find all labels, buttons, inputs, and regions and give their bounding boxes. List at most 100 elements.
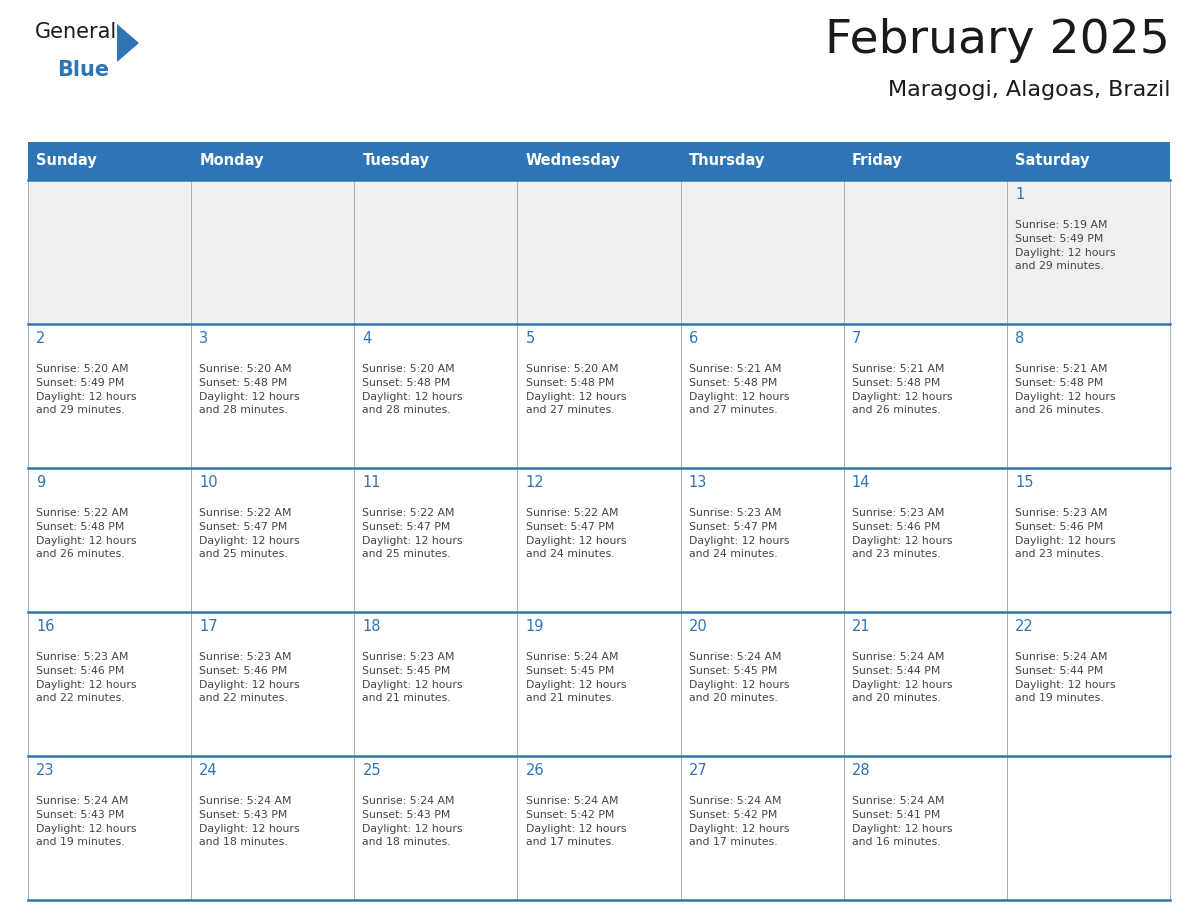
Text: 19: 19 — [525, 620, 544, 634]
Text: Sunrise: 5:24 AM
Sunset: 5:45 PM
Daylight: 12 hours
and 20 minutes.: Sunrise: 5:24 AM Sunset: 5:45 PM Dayligh… — [689, 653, 789, 703]
Bar — [518, 142, 681, 180]
Bar — [191, 324, 354, 468]
Text: 15: 15 — [1015, 476, 1034, 490]
Text: Wednesday: Wednesday — [525, 153, 620, 169]
Text: Friday: Friday — [852, 153, 903, 169]
Text: February 2025: February 2025 — [826, 18, 1170, 63]
Text: Sunrise: 5:22 AM
Sunset: 5:47 PM
Daylight: 12 hours
and 24 minutes.: Sunrise: 5:22 AM Sunset: 5:47 PM Dayligh… — [525, 509, 626, 559]
Text: Sunrise: 5:22 AM
Sunset: 5:47 PM
Daylight: 12 hours
and 25 minutes.: Sunrise: 5:22 AM Sunset: 5:47 PM Dayligh… — [362, 509, 463, 559]
Text: 21: 21 — [852, 620, 871, 634]
Text: Sunrise: 5:24 AM
Sunset: 5:42 PM
Daylight: 12 hours
and 17 minutes.: Sunrise: 5:24 AM Sunset: 5:42 PM Dayligh… — [525, 796, 626, 847]
Text: Monday: Monday — [200, 153, 264, 169]
Bar — [518, 324, 681, 468]
Bar — [354, 180, 518, 324]
Text: Sunrise: 5:24 AM
Sunset: 5:43 PM
Daylight: 12 hours
and 18 minutes.: Sunrise: 5:24 AM Sunset: 5:43 PM Dayligh… — [362, 796, 463, 847]
Text: Sunrise: 5:23 AM
Sunset: 5:46 PM
Daylight: 12 hours
and 23 minutes.: Sunrise: 5:23 AM Sunset: 5:46 PM Dayligh… — [1015, 509, 1116, 559]
Bar — [518, 756, 681, 900]
Text: 10: 10 — [200, 476, 217, 490]
Bar — [29, 142, 191, 180]
Text: Sunrise: 5:20 AM
Sunset: 5:48 PM
Daylight: 12 hours
and 27 minutes.: Sunrise: 5:20 AM Sunset: 5:48 PM Dayligh… — [525, 364, 626, 415]
Text: 22: 22 — [1015, 620, 1034, 634]
Bar — [681, 756, 843, 900]
Text: Blue: Blue — [57, 60, 109, 80]
Text: Sunrise: 5:24 AM
Sunset: 5:42 PM
Daylight: 12 hours
and 17 minutes.: Sunrise: 5:24 AM Sunset: 5:42 PM Dayligh… — [689, 796, 789, 847]
Bar — [681, 468, 843, 612]
Bar — [29, 324, 191, 468]
Bar — [843, 180, 1007, 324]
Text: Sunrise: 5:24 AM
Sunset: 5:45 PM
Daylight: 12 hours
and 21 minutes.: Sunrise: 5:24 AM Sunset: 5:45 PM Dayligh… — [525, 653, 626, 703]
Text: 13: 13 — [689, 476, 707, 490]
Text: 16: 16 — [36, 620, 55, 634]
Text: 24: 24 — [200, 763, 217, 778]
Text: Sunday: Sunday — [36, 153, 97, 169]
Bar — [1007, 142, 1170, 180]
Bar — [354, 142, 518, 180]
Text: 26: 26 — [525, 763, 544, 778]
Text: Sunrise: 5:24 AM
Sunset: 5:43 PM
Daylight: 12 hours
and 19 minutes.: Sunrise: 5:24 AM Sunset: 5:43 PM Dayligh… — [36, 796, 137, 847]
Bar — [681, 180, 843, 324]
Text: General: General — [34, 22, 118, 42]
Polygon shape — [116, 24, 139, 62]
Bar — [29, 612, 191, 756]
Text: Sunrise: 5:20 AM
Sunset: 5:48 PM
Daylight: 12 hours
and 28 minutes.: Sunrise: 5:20 AM Sunset: 5:48 PM Dayligh… — [362, 364, 463, 415]
Bar — [843, 142, 1007, 180]
Text: Maragogi, Alagoas, Brazil: Maragogi, Alagoas, Brazil — [887, 80, 1170, 100]
Bar — [1007, 612, 1170, 756]
Text: Sunrise: 5:21 AM
Sunset: 5:48 PM
Daylight: 12 hours
and 27 minutes.: Sunrise: 5:21 AM Sunset: 5:48 PM Dayligh… — [689, 364, 789, 415]
Text: Sunrise: 5:23 AM
Sunset: 5:47 PM
Daylight: 12 hours
and 24 minutes.: Sunrise: 5:23 AM Sunset: 5:47 PM Dayligh… — [689, 509, 789, 559]
Text: Sunrise: 5:23 AM
Sunset: 5:45 PM
Daylight: 12 hours
and 21 minutes.: Sunrise: 5:23 AM Sunset: 5:45 PM Dayligh… — [362, 653, 463, 703]
Bar — [1007, 756, 1170, 900]
Text: 11: 11 — [362, 476, 381, 490]
Text: 23: 23 — [36, 763, 55, 778]
Bar — [191, 756, 354, 900]
Bar — [29, 756, 191, 900]
Text: Sunrise: 5:23 AM
Sunset: 5:46 PM
Daylight: 12 hours
and 22 minutes.: Sunrise: 5:23 AM Sunset: 5:46 PM Dayligh… — [200, 653, 299, 703]
Bar — [681, 612, 843, 756]
Text: 20: 20 — [689, 620, 708, 634]
Text: 25: 25 — [362, 763, 381, 778]
Text: Sunrise: 5:19 AM
Sunset: 5:49 PM
Daylight: 12 hours
and 29 minutes.: Sunrise: 5:19 AM Sunset: 5:49 PM Dayligh… — [1015, 220, 1116, 271]
Text: 8: 8 — [1015, 331, 1024, 346]
Bar — [1007, 468, 1170, 612]
Text: 5: 5 — [525, 331, 535, 346]
Text: Tuesday: Tuesday — [362, 153, 429, 169]
Bar — [843, 324, 1007, 468]
Text: Thursday: Thursday — [689, 153, 765, 169]
Text: 3: 3 — [200, 331, 208, 346]
Text: 9: 9 — [36, 476, 45, 490]
Bar — [191, 180, 354, 324]
Bar — [843, 612, 1007, 756]
Text: 18: 18 — [362, 620, 381, 634]
Text: 1: 1 — [1015, 187, 1024, 202]
Text: 2: 2 — [36, 331, 45, 346]
Text: Sunrise: 5:23 AM
Sunset: 5:46 PM
Daylight: 12 hours
and 23 minutes.: Sunrise: 5:23 AM Sunset: 5:46 PM Dayligh… — [852, 509, 953, 559]
Bar — [518, 612, 681, 756]
Text: 12: 12 — [525, 476, 544, 490]
Text: Saturday: Saturday — [1015, 153, 1089, 169]
Text: 17: 17 — [200, 620, 217, 634]
Text: Sunrise: 5:20 AM
Sunset: 5:48 PM
Daylight: 12 hours
and 28 minutes.: Sunrise: 5:20 AM Sunset: 5:48 PM Dayligh… — [200, 364, 299, 415]
Bar — [843, 468, 1007, 612]
Bar — [29, 180, 191, 324]
Bar — [354, 468, 518, 612]
Bar — [191, 468, 354, 612]
Text: Sunrise: 5:22 AM
Sunset: 5:48 PM
Daylight: 12 hours
and 26 minutes.: Sunrise: 5:22 AM Sunset: 5:48 PM Dayligh… — [36, 509, 137, 559]
Bar — [354, 324, 518, 468]
Text: 6: 6 — [689, 331, 699, 346]
Text: Sunrise: 5:24 AM
Sunset: 5:41 PM
Daylight: 12 hours
and 16 minutes.: Sunrise: 5:24 AM Sunset: 5:41 PM Dayligh… — [852, 796, 953, 847]
Bar — [1007, 180, 1170, 324]
Text: Sunrise: 5:20 AM
Sunset: 5:49 PM
Daylight: 12 hours
and 29 minutes.: Sunrise: 5:20 AM Sunset: 5:49 PM Dayligh… — [36, 364, 137, 415]
Bar — [191, 612, 354, 756]
Text: Sunrise: 5:23 AM
Sunset: 5:46 PM
Daylight: 12 hours
and 22 minutes.: Sunrise: 5:23 AM Sunset: 5:46 PM Dayligh… — [36, 653, 137, 703]
Text: Sunrise: 5:21 AM
Sunset: 5:48 PM
Daylight: 12 hours
and 26 minutes.: Sunrise: 5:21 AM Sunset: 5:48 PM Dayligh… — [852, 364, 953, 415]
Text: 7: 7 — [852, 331, 861, 346]
Bar — [843, 756, 1007, 900]
Text: 4: 4 — [362, 331, 372, 346]
Text: 27: 27 — [689, 763, 708, 778]
Bar — [681, 142, 843, 180]
Text: 28: 28 — [852, 763, 871, 778]
Bar — [518, 180, 681, 324]
Bar — [354, 756, 518, 900]
Text: Sunrise: 5:24 AM
Sunset: 5:44 PM
Daylight: 12 hours
and 19 minutes.: Sunrise: 5:24 AM Sunset: 5:44 PM Dayligh… — [1015, 653, 1116, 703]
Text: 14: 14 — [852, 476, 871, 490]
